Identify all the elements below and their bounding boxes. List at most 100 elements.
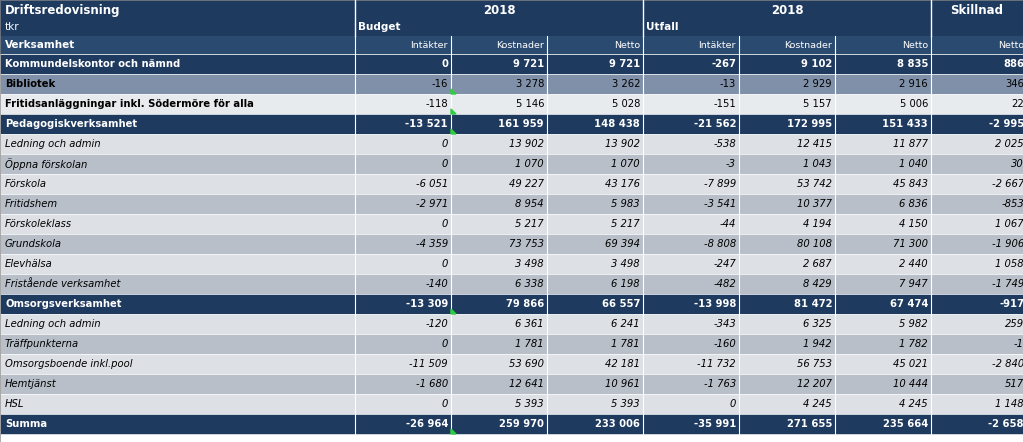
Bar — [643, 314, 739, 334]
Text: 9 102: 9 102 — [801, 59, 832, 69]
Text: 148 438: 148 438 — [594, 119, 640, 129]
Text: 66 557: 66 557 — [602, 299, 640, 309]
Bar — [739, 54, 835, 74]
Bar — [0, 314, 355, 334]
Bar — [547, 354, 643, 374]
Text: Skillnad: Skillnad — [950, 4, 1004, 17]
Text: -2 658: -2 658 — [988, 419, 1023, 429]
Text: 0: 0 — [442, 399, 448, 409]
Text: 5 006: 5 006 — [899, 99, 928, 109]
Bar — [355, 0, 643, 36]
Bar — [355, 294, 451, 314]
Bar — [547, 314, 643, 334]
Bar — [931, 114, 1023, 134]
Text: 1 043: 1 043 — [803, 159, 832, 169]
Bar — [739, 74, 835, 94]
Text: 346: 346 — [1006, 79, 1023, 89]
Text: -538: -538 — [713, 139, 736, 149]
Text: Kommundelskontor och nämnd: Kommundelskontor och nämnd — [5, 59, 180, 69]
Text: 56 753: 56 753 — [797, 359, 832, 369]
Text: Ledning och admin: Ledning och admin — [5, 139, 100, 149]
Text: 161 959: 161 959 — [498, 119, 544, 129]
Bar — [547, 94, 643, 114]
Bar — [739, 294, 835, 314]
Text: 0: 0 — [442, 139, 448, 149]
Bar — [0, 334, 355, 354]
Text: 69 394: 69 394 — [605, 239, 640, 249]
Text: -26 964: -26 964 — [405, 419, 448, 429]
Bar — [547, 394, 643, 414]
Text: -13 521: -13 521 — [405, 119, 448, 129]
Bar — [931, 154, 1023, 174]
Bar — [931, 174, 1023, 194]
Bar — [451, 154, 547, 174]
Text: 6 836: 6 836 — [899, 199, 928, 209]
Bar — [835, 214, 931, 234]
Text: -343: -343 — [713, 319, 736, 329]
Text: 45 843: 45 843 — [893, 179, 928, 189]
Bar — [451, 254, 547, 274]
Text: 2 025: 2 025 — [995, 139, 1023, 149]
Text: 5 393: 5 393 — [612, 399, 640, 409]
Text: 6 361: 6 361 — [516, 319, 544, 329]
Bar — [0, 394, 355, 414]
Bar — [643, 274, 739, 294]
Text: 49 227: 49 227 — [509, 179, 544, 189]
Text: 13 902: 13 902 — [605, 139, 640, 149]
Bar — [451, 294, 547, 314]
Bar — [355, 414, 451, 434]
Bar — [0, 274, 355, 294]
Bar — [739, 234, 835, 254]
Bar — [547, 36, 643, 54]
Bar — [835, 314, 931, 334]
Text: 4 194: 4 194 — [803, 219, 832, 229]
Bar — [451, 234, 547, 254]
Bar — [451, 94, 547, 114]
Bar — [0, 74, 355, 94]
Text: 0: 0 — [441, 59, 448, 69]
Bar — [739, 114, 835, 134]
Text: 5 983: 5 983 — [612, 199, 640, 209]
Text: 22: 22 — [1012, 99, 1023, 109]
Text: Förskoleklass: Förskoleklass — [5, 219, 73, 229]
Text: 2 440: 2 440 — [899, 259, 928, 269]
Polygon shape — [451, 129, 456, 134]
Text: -21 562: -21 562 — [694, 119, 736, 129]
Text: -853: -853 — [1002, 199, 1023, 209]
Text: 12 415: 12 415 — [797, 139, 832, 149]
Text: 235 664: 235 664 — [883, 419, 928, 429]
Bar — [451, 274, 547, 294]
Text: -3: -3 — [726, 159, 736, 169]
Text: 8 429: 8 429 — [803, 279, 832, 289]
Text: -247: -247 — [713, 259, 736, 269]
Bar — [739, 274, 835, 294]
Text: Omsorgsboende inkl.pool: Omsorgsboende inkl.pool — [5, 359, 133, 369]
Text: 1 148: 1 148 — [995, 399, 1023, 409]
Bar — [451, 214, 547, 234]
Text: 53 690: 53 690 — [509, 359, 544, 369]
Bar — [547, 214, 643, 234]
Bar — [643, 214, 739, 234]
Bar — [931, 394, 1023, 414]
Bar — [547, 114, 643, 134]
Bar — [835, 334, 931, 354]
Text: Intäkter: Intäkter — [699, 41, 736, 50]
Polygon shape — [451, 429, 456, 434]
Bar — [835, 194, 931, 214]
Text: Driftsredovisning: Driftsredovisning — [5, 4, 121, 17]
Bar — [931, 414, 1023, 434]
Bar — [643, 36, 739, 54]
Text: -2 995: -2 995 — [989, 119, 1023, 129]
Text: 5 157: 5 157 — [803, 99, 832, 109]
Text: 7 947: 7 947 — [899, 279, 928, 289]
Bar — [931, 36, 1023, 54]
Bar — [739, 334, 835, 354]
Text: Elevhälsa: Elevhälsa — [5, 259, 53, 269]
Bar — [451, 374, 547, 394]
Bar — [547, 374, 643, 394]
Text: -3 541: -3 541 — [704, 199, 736, 209]
Bar — [931, 354, 1023, 374]
Bar — [643, 294, 739, 314]
Bar — [739, 154, 835, 174]
Text: 80 108: 80 108 — [797, 239, 832, 249]
